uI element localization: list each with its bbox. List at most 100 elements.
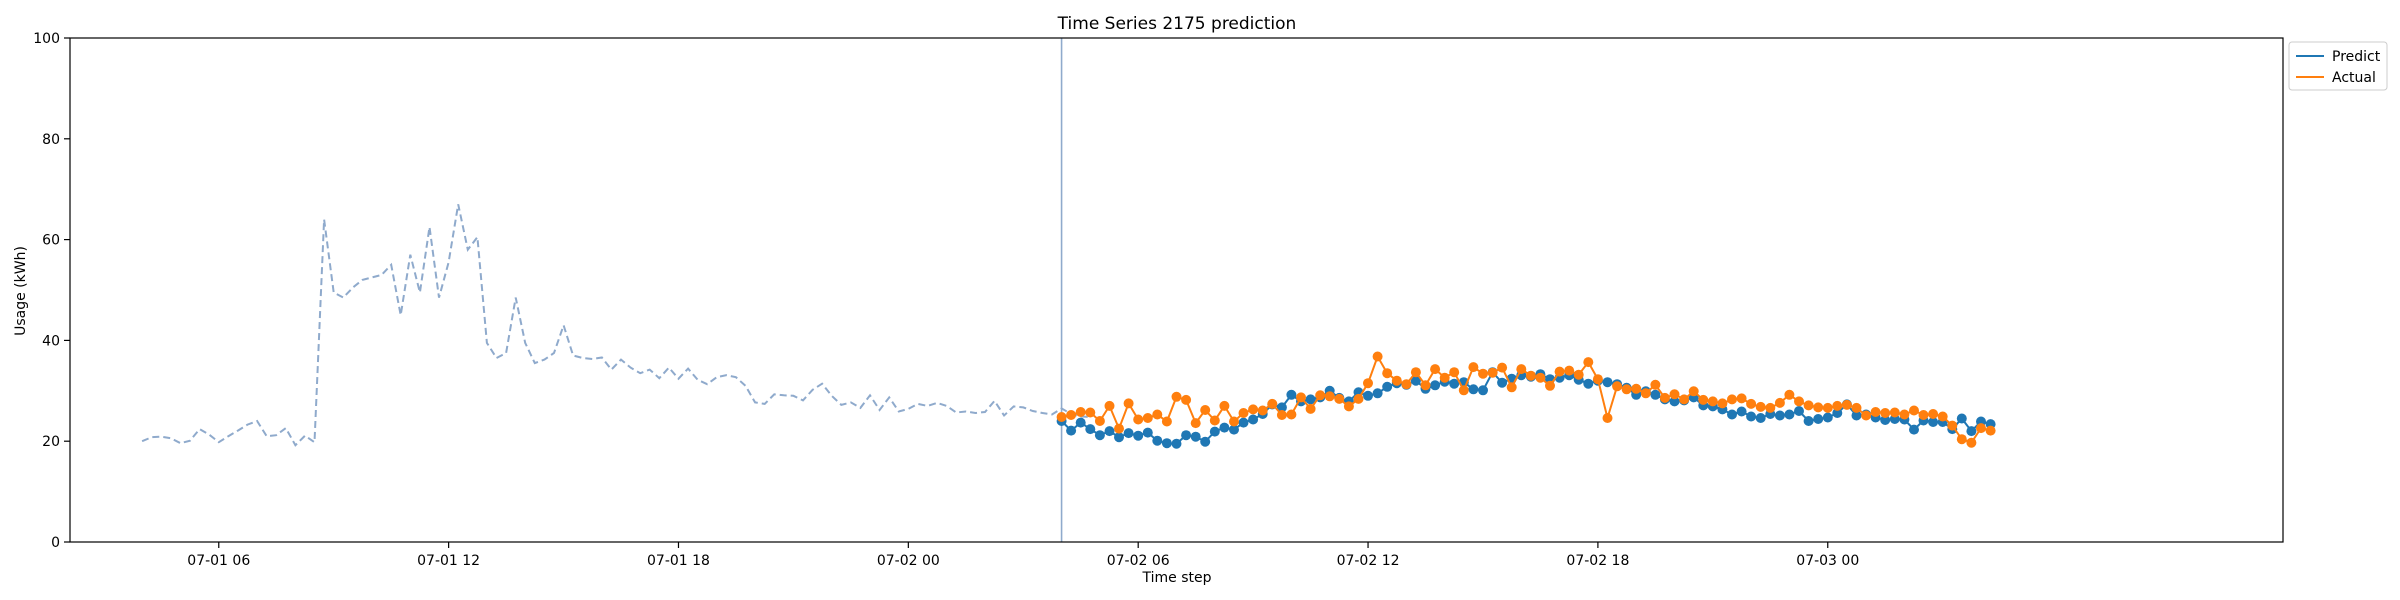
predict-point [1430,380,1441,391]
actual-point [1841,399,1852,410]
actual-point [1928,409,1939,419]
actual-point [1104,400,1115,411]
actual-point [1267,398,1278,409]
predict-point [1650,389,1661,400]
actual-point [1861,410,1872,421]
actual-point [1621,384,1632,395]
actual-point [1727,394,1737,405]
predict-point [1094,430,1105,441]
actual-point [1410,367,1421,378]
actual-point [1363,378,1373,389]
predict-point [1851,410,1862,421]
actual-point [1458,385,1469,396]
predict-point [1085,424,1096,435]
predict-point [1133,430,1144,441]
actual-point [1592,374,1603,385]
actual-point [1229,416,1239,427]
predict-point [1066,425,1077,436]
predict-point [1909,424,1919,435]
y-tick-label: 0 [51,535,60,551]
y-tick-label: 20 [42,434,60,450]
predict-point [1794,406,1804,416]
actual-point [1650,379,1661,390]
x-tick-label: 07-02 00 [877,553,940,569]
actual-point [1774,397,1785,408]
predict-point [1229,424,1239,435]
predict-point [1813,414,1824,424]
actual-point [1296,392,1306,403]
actual-point [1305,403,1316,414]
predict-point [1497,377,1508,388]
actual-point [1075,407,1086,417]
actual-point [1669,389,1680,400]
actual-point [1372,351,1383,362]
actual-point [1324,391,1335,402]
predict-point [1956,413,1967,424]
predict-point [1219,422,1230,433]
actual-point [1880,408,1891,418]
predict-point [1305,394,1316,405]
actual-point [1190,418,1201,429]
predict-point [1200,436,1211,447]
predict-point [1746,411,1757,422]
x-tick-label: 07-01 06 [187,553,250,569]
actual-point [1487,367,1498,378]
actual-point [1430,364,1441,375]
actual-point [1803,400,1814,411]
predict-point [1784,409,1795,420]
actual-point [1353,393,1364,404]
predict-point [1152,435,1163,446]
plot-frame [69,37,2284,543]
actual-point [1755,401,1766,412]
predict-point [1468,384,1479,395]
predict-point [1123,428,1134,439]
x-tick-label: 07-02 18 [1566,553,1629,569]
predict-point [1142,427,1153,438]
actual-point [1688,386,1699,397]
actual-point [1449,367,1460,378]
predict-point [1382,381,1393,392]
predict-point [1286,389,1297,400]
actual-point [1918,410,1929,420]
actual-point [1439,372,1450,383]
predict-point [1161,438,1172,449]
legend: Predict Actual [2288,41,2388,91]
actual-point [1736,393,1747,404]
actual-point [1516,364,1527,375]
actual-point [1679,394,1690,405]
actual-point [1506,382,1517,393]
actual-point [1334,393,1345,404]
predict-point [1190,431,1201,442]
x-tick-label: 07-01 18 [647,553,710,569]
x-axis-label: Time step [1142,570,1212,586]
actual-point [1209,415,1220,426]
actual-point [1181,394,1192,405]
predict-point [1276,402,1287,413]
actual-point [1171,391,1182,402]
actual-markers [1056,351,1996,448]
axes: 0 20 40 60 80 100 07-01 06 07-01 12 07-01 18 07-0… [33,31,2284,569]
x-tick-label: 07-03 00 [1796,553,1859,569]
predict-point [1449,378,1460,389]
x-tick-label: 07-02 12 [1337,553,1400,569]
history-line [141,204,1091,447]
actual-point [1152,409,1163,420]
actual-point [1976,423,1986,434]
predict-point [1928,417,1939,427]
actual-point [1870,407,1881,417]
actual-point [1066,410,1077,420]
actual-point [1707,396,1718,407]
actual-point [1286,409,1297,420]
y-tick-label: 80 [42,132,60,148]
actual-point [1956,434,1967,445]
predict-point [1171,438,1182,449]
predict-point [1727,409,1737,420]
predict-point [1774,410,1785,421]
actual-point [1468,362,1479,373]
predict-point [1075,417,1086,428]
actual-point [1832,400,1843,411]
predict-point [1736,406,1747,417]
predict-point [1602,377,1613,388]
